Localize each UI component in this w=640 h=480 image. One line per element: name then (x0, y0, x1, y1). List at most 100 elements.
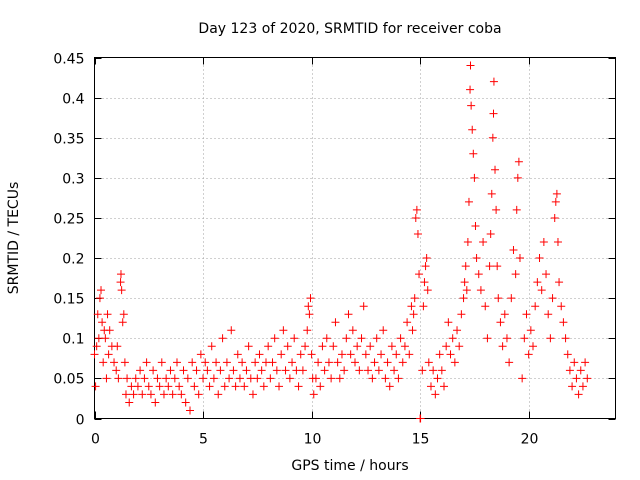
data-point (396, 334, 405, 343)
data-point (216, 366, 225, 375)
data-point (551, 197, 560, 206)
data-point (131, 374, 140, 383)
data-point (305, 310, 314, 319)
data-point (559, 318, 568, 327)
data-point (581, 358, 590, 367)
y-tick-label: 0.2 (62, 252, 84, 268)
x-tick-label: 0 (91, 432, 100, 448)
data-point (355, 366, 364, 375)
data-point (413, 229, 422, 238)
data-point (412, 205, 421, 214)
data-point (231, 382, 240, 391)
data-point (544, 310, 553, 319)
data-point (175, 382, 184, 391)
data-point (186, 406, 195, 415)
data-point (469, 149, 478, 158)
y-tick-label: 0.45 (53, 52, 84, 68)
data-point (366, 342, 375, 351)
data-point (466, 61, 475, 70)
data-point (481, 302, 490, 311)
data-point (553, 238, 562, 247)
plot-frame (94, 57, 616, 419)
data-point (583, 374, 592, 383)
data-point (471, 221, 480, 230)
data-point (172, 358, 181, 367)
data-point (251, 358, 260, 367)
data-point (511, 270, 520, 279)
data-point (385, 382, 394, 391)
data-point (342, 334, 351, 343)
data-point (304, 302, 313, 311)
data-point (91, 382, 100, 391)
data-point (512, 205, 521, 214)
y-tick-label: 0.1 (62, 332, 84, 348)
x-tick-label: 20 (521, 432, 539, 448)
data-point (570, 358, 579, 367)
data-point (405, 350, 414, 359)
data-point (205, 382, 214, 391)
data-point (181, 398, 190, 407)
data-point (387, 342, 396, 351)
grid-layer (94, 57, 616, 419)
data-point (565, 366, 574, 375)
data-point (306, 294, 315, 303)
data-point (235, 374, 244, 383)
data-point (520, 334, 529, 343)
data-point (116, 270, 125, 279)
data-point (314, 358, 323, 367)
data-point (533, 278, 542, 287)
data-point (301, 342, 310, 351)
data-point (279, 326, 288, 335)
data-point (199, 374, 208, 383)
data-point (383, 358, 392, 367)
data-point (166, 366, 175, 375)
y-tick-label: 0.15 (53, 292, 84, 308)
data-point (183, 374, 192, 383)
data-point (116, 278, 125, 287)
data-point (255, 350, 264, 359)
data-point (348, 326, 357, 335)
data-point (92, 342, 101, 351)
data-point (309, 390, 318, 399)
data-point (448, 334, 457, 343)
data-point (113, 342, 122, 351)
data-point (462, 286, 471, 295)
x-tick-label: 15 (412, 432, 430, 448)
data-point (196, 350, 205, 359)
data-point (550, 213, 559, 222)
data-point (507, 294, 516, 303)
data-point (457, 310, 466, 319)
marks-layer (90, 61, 592, 423)
data-point (498, 342, 507, 351)
data-point (526, 326, 535, 335)
data-point (93, 310, 102, 319)
data-point (500, 310, 509, 319)
data-point (537, 286, 546, 295)
data-point (453, 326, 462, 335)
data-point (155, 382, 164, 391)
data-point (101, 334, 110, 343)
data-point (119, 310, 128, 319)
data-point (514, 157, 523, 166)
data-point (136, 366, 145, 375)
data-point (151, 398, 160, 407)
data-point (505, 358, 514, 367)
data-point (515, 254, 524, 263)
data-point (491, 165, 500, 174)
data-point (212, 358, 221, 367)
data-point (105, 326, 114, 335)
data-point (407, 302, 416, 311)
data-point (288, 358, 297, 367)
data-point (214, 390, 223, 399)
data-point (539, 238, 548, 247)
data-point (578, 382, 587, 391)
data-point (331, 318, 340, 327)
data-point (346, 350, 355, 359)
data-point (146, 390, 155, 399)
data-point (285, 374, 294, 383)
data-point (112, 366, 121, 375)
data-point (426, 382, 435, 391)
data-point (408, 326, 417, 335)
data-point (422, 254, 431, 263)
data-point (479, 238, 488, 247)
